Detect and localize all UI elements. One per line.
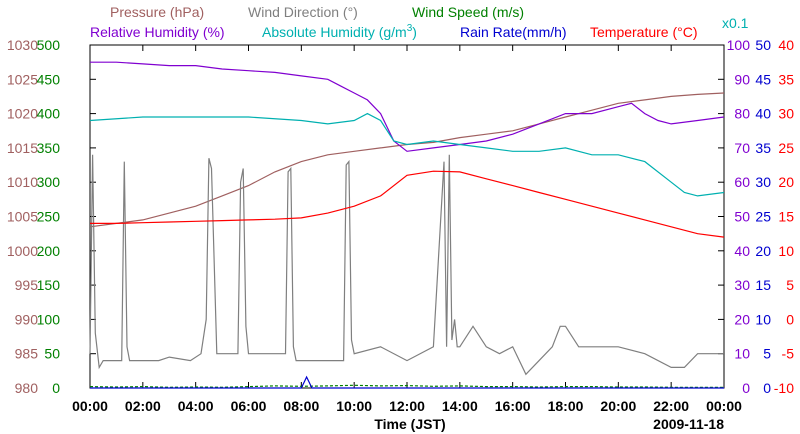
y-tick-label-rain-rate: 25 bbox=[755, 209, 771, 225]
y-tick-label-rain-rate: 40 bbox=[755, 106, 771, 122]
y-tick-label-temperature: 10 bbox=[778, 243, 794, 259]
y-tick-label-relative-humidity: 70 bbox=[734, 140, 750, 156]
x-tick-labels: 00:00 02:00 04:00 06:00 08:00 10:00 12:00 14:00… bbox=[72, 398, 742, 414]
title-wind-direction: Wind Direction (°) bbox=[248, 4, 358, 20]
y-tick-label-relative-humidity: 50 bbox=[734, 209, 750, 225]
y-tick-label-temperature: -10 bbox=[774, 380, 794, 396]
y-tick-label-pressure: 990 bbox=[15, 311, 39, 327]
y-tick-label-pressure: 995 bbox=[15, 277, 39, 293]
y-tick-label-wind-direction: 150 bbox=[37, 277, 61, 293]
y-tick-label-wind-direction: 300 bbox=[37, 174, 61, 190]
y-tick-label-temperature: 35 bbox=[778, 71, 794, 87]
y-tick-label-pressure: 1005 bbox=[7, 209, 38, 225]
title-pressure: Pressure (hPa) bbox=[110, 4, 204, 20]
y-tick-label-pressure: 1000 bbox=[7, 243, 38, 259]
y-tick-label-relative-humidity: 0 bbox=[742, 380, 750, 396]
y-tick-label-relative-humidity: 20 bbox=[734, 311, 750, 327]
y-tick-label-temperature: 25 bbox=[778, 140, 794, 156]
x-tick-label: 14:00 bbox=[442, 398, 478, 414]
title-relative-humidity: Relative Humidity (%) bbox=[90, 24, 225, 40]
y-tick-label-pressure: 985 bbox=[15, 346, 39, 362]
y-tick-label-wind-direction: 250 bbox=[37, 209, 61, 225]
title-temperature: Temperature (°C) bbox=[590, 24, 698, 40]
y-tick-label-rain-rate: 20 bbox=[755, 243, 771, 259]
y-tick-label-relative-humidity: 60 bbox=[734, 174, 750, 190]
x-axis-title: Time (JST) bbox=[374, 416, 445, 432]
y-tick-label-pressure: 1020 bbox=[7, 106, 38, 122]
y-tick-label-pressure: 1025 bbox=[7, 71, 38, 87]
title-absolute-humidity-close: ) bbox=[412, 24, 417, 40]
y-tick-label-temperature: 40 bbox=[778, 37, 794, 53]
y-tick-label-rain-rate: 30 bbox=[755, 174, 771, 190]
y-tick-label-relative-humidity: 30 bbox=[734, 277, 750, 293]
y-tick-label-rain-rate: 10 bbox=[755, 311, 771, 327]
series-line-rain-rate bbox=[90, 375, 724, 389]
x-tick-label: 10:00 bbox=[336, 398, 372, 414]
y-tick-label-rain-rate: 35 bbox=[755, 140, 771, 156]
x-tick-label: 16:00 bbox=[495, 398, 531, 414]
series-line-pressure bbox=[89, 92, 725, 228]
chart-titles: Pressure (hPa) Wind Direction (°) Wind S… bbox=[90, 4, 749, 40]
series-line-wind-direction bbox=[89, 154, 724, 376]
series-line-wind-speed bbox=[89, 384, 724, 388]
x-tick-label: 06:00 bbox=[231, 398, 267, 414]
y-tick-label-temperature: 30 bbox=[778, 106, 794, 122]
y-tick-label-pressure: 1030 bbox=[7, 37, 38, 53]
x-tick-label: 18:00 bbox=[548, 398, 584, 414]
title-wind-speed: Wind Speed (m/s) bbox=[412, 4, 524, 20]
rain-scale-note: x0.1 bbox=[722, 15, 749, 31]
date-label: 2009-11-18 bbox=[653, 416, 724, 432]
y-tick-label-relative-humidity: 80 bbox=[734, 106, 750, 122]
y-tick-label-temperature: 15 bbox=[778, 209, 794, 225]
x-tick-label: 12:00 bbox=[389, 398, 425, 414]
y-tick-label-relative-humidity: 40 bbox=[734, 243, 750, 259]
y-tick-label-pressure: 980 bbox=[15, 380, 39, 396]
x-tick-label: 00:00 bbox=[706, 398, 742, 414]
y-tick-label-wind-direction: 50 bbox=[44, 346, 60, 362]
y-tick-label-temperature: -5 bbox=[782, 346, 795, 362]
title-absolute-humidity: Absolute Humidity (g/m3) bbox=[262, 23, 417, 40]
y-tick-label-rain-rate: 50 bbox=[755, 37, 771, 53]
plot-frame bbox=[89, 44, 725, 389]
y-tick-label-wind-direction: 100 bbox=[37, 311, 61, 327]
y-tick-label-pressure: 1015 bbox=[7, 140, 38, 156]
x-tick-label: 22:00 bbox=[653, 398, 689, 414]
y-tick-label-wind-direction: 500 bbox=[37, 37, 61, 53]
y-tick-label-temperature: 20 bbox=[778, 174, 794, 190]
y-tick-label-rain-rate: 5 bbox=[763, 346, 771, 362]
x-tick-label: 04:00 bbox=[178, 398, 214, 414]
y-tick-label-wind-direction: 450 bbox=[37, 71, 61, 87]
y-tick-label-temperature: 0 bbox=[786, 311, 794, 327]
y-tick-label-relative-humidity: 100 bbox=[727, 37, 751, 53]
title-rain-rate: Rain Rate(mm/h) bbox=[460, 24, 567, 40]
x-tick-label: 00:00 bbox=[72, 398, 108, 414]
y-tick-label-pressure: 1010 bbox=[7, 174, 38, 190]
y-tick-label-temperature: 5 bbox=[786, 277, 794, 293]
y-tick-label-wind-direction: 350 bbox=[37, 140, 61, 156]
y-tick-label-relative-humidity: 10 bbox=[734, 346, 750, 362]
y-tick-labels: 1030102510201015101010051000995990985980… bbox=[7, 37, 794, 396]
x-tick-label: 08:00 bbox=[283, 398, 319, 414]
y-tick-label-wind-direction: 200 bbox=[37, 243, 61, 259]
series-line-absolute-humidity bbox=[89, 112, 725, 197]
y-tick-label-relative-humidity: 90 bbox=[734, 71, 750, 87]
y-tick-label-rain-rate: 0 bbox=[763, 380, 771, 396]
y-tick-label-wind-direction: 400 bbox=[37, 106, 61, 122]
series-line-relative-humidity bbox=[90, 61, 725, 152]
y-tick-label-wind-direction: 0 bbox=[52, 380, 60, 396]
title-absolute-humidity-main: Absolute Humidity (g/m bbox=[262, 24, 407, 40]
series-line-temperature bbox=[90, 170, 725, 238]
y-tick-label-rain-rate: 15 bbox=[755, 277, 771, 293]
x-tick-label: 20:00 bbox=[600, 398, 636, 414]
x-tick-label: 02:00 bbox=[125, 398, 161, 414]
title-absolute-humidity-sup: 3 bbox=[407, 23, 413, 34]
y-tick-label-rain-rate: 45 bbox=[755, 71, 771, 87]
plot-area bbox=[89, 44, 725, 389]
